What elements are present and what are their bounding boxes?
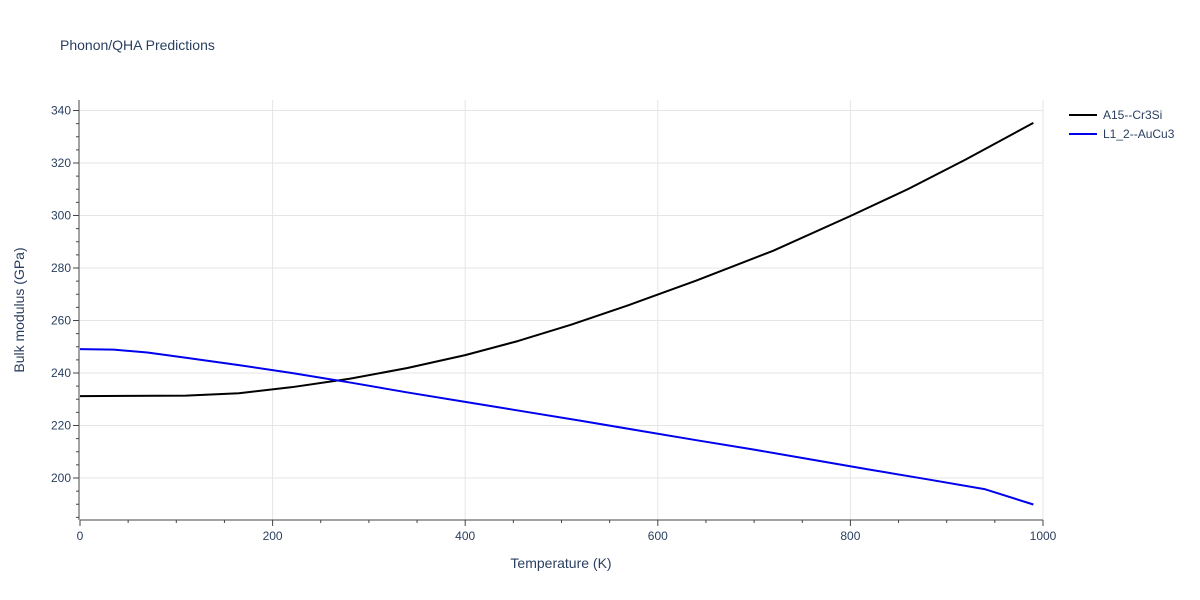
- series-line-1: [79, 348, 1034, 506]
- x-tick-label: 400: [455, 529, 475, 543]
- axes: 0 200 400 600 800 1000 200 220 240 260 280 300 320 34…: [51, 100, 1057, 543]
- legend-label: A15--Cr3Si: [1103, 108, 1162, 122]
- y-tick-label: 280: [51, 261, 71, 275]
- y-tick-label: 300: [51, 209, 71, 223]
- x-tick-label: 1000: [1030, 529, 1057, 543]
- legend-item-0[interactable]: A15--Cr3Si: [1069, 108, 1162, 122]
- legend[interactable]: A15--Cr3Si L1_2--AuCu3: [1069, 108, 1175, 141]
- series-line-0: [79, 121, 1034, 398]
- y-tick-label: 220: [51, 419, 71, 433]
- legend-label: L1_2--AuCu3: [1103, 127, 1175, 141]
- y-tick-label: 200: [51, 471, 71, 485]
- y-tick-label: 260: [51, 314, 71, 328]
- x-tick-label: 800: [840, 529, 860, 543]
- legend-item-1[interactable]: L1_2--AuCu3: [1069, 127, 1175, 141]
- x-tick-label: 200: [263, 529, 283, 543]
- y-tick-label: 320: [51, 156, 71, 170]
- x-axis-title: Temperature (K): [510, 555, 611, 571]
- y-tick-label: 340: [51, 104, 71, 118]
- y-axis-title: Bulk modulus (GPa): [11, 247, 27, 372]
- x-tick-label: 0: [77, 529, 84, 543]
- series-layer: [79, 121, 1034, 506]
- y-tick-label: 240: [51, 366, 71, 380]
- x-tick-label: 600: [648, 529, 668, 543]
- grid: [80, 100, 1044, 520]
- chart-title: Phonon/QHA Predictions: [60, 37, 215, 53]
